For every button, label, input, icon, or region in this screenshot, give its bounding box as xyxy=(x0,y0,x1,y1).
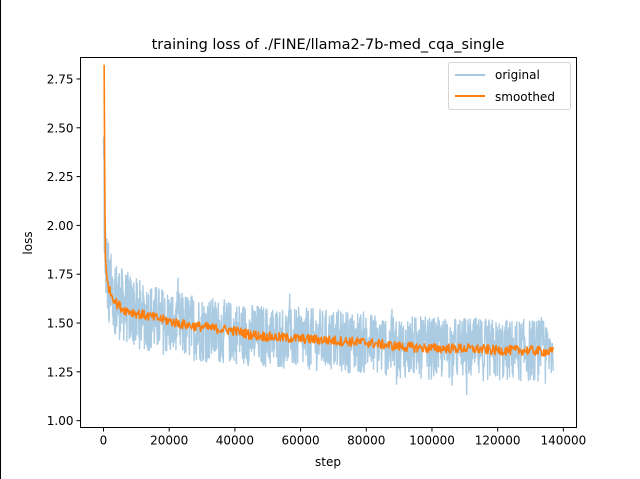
x-tick-label: 80000 xyxy=(347,434,385,448)
x-tick-label: 40000 xyxy=(216,434,254,448)
y-tick-label: 1.00 xyxy=(47,414,74,428)
y-tick-label: 2.25 xyxy=(47,170,74,184)
y-tick-label: 2.50 xyxy=(47,121,74,135)
x-tick-label: 140000 xyxy=(540,434,586,448)
y-tick-label: 1.25 xyxy=(47,365,74,379)
x-tick-label: 120000 xyxy=(475,434,521,448)
legend-label-original: original xyxy=(495,68,540,82)
y-tick-label: 2.00 xyxy=(47,219,74,233)
y-tick-label: 1.75 xyxy=(47,268,74,282)
y-tick-label: 1.50 xyxy=(47,317,74,331)
x-axis-label: step xyxy=(315,455,341,469)
y-tick-label: 2.75 xyxy=(47,72,74,86)
x-tick-label: 0 xyxy=(100,434,108,448)
x-tick-label: 100000 xyxy=(409,434,455,448)
x-tick-label: 60000 xyxy=(281,434,319,448)
x-tick-label: 20000 xyxy=(150,434,188,448)
ticks-layer: 0 20000 40000 60000 80000 100000 120000 140000 1… xyxy=(47,72,586,447)
series-layer xyxy=(102,64,555,396)
legend: original smoothed xyxy=(448,62,571,110)
legend-label-smoothed: smoothed xyxy=(495,90,555,104)
series-smoothed-line xyxy=(103,64,555,357)
plot-frame xyxy=(80,57,577,428)
y-axis-label: loss xyxy=(21,231,35,254)
chart-title: training loss of ./FINE/llama2-7b-med_cq… xyxy=(152,37,505,53)
